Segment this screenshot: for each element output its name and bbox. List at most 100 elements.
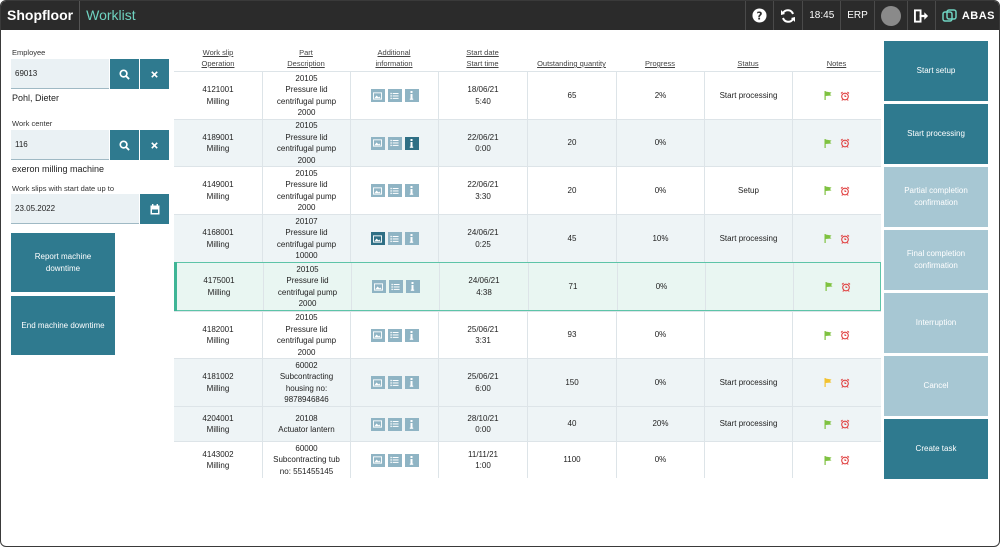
cell-status [704,312,792,358]
header-start[interactable]: Start date Start time [438,45,527,69]
part-description-line-1: Actuator lantern [278,425,335,434]
employee-search-button[interactable] [110,59,139,89]
employee-clear-button[interactable] [140,59,169,89]
header-progress[interactable]: Progress [616,45,704,69]
table-row[interactable]: 4143002 Milling 60000 Subcontracting tub no:… [174,441,881,478]
flag-icon[interactable] [824,234,832,243]
flag-icon[interactable] [824,186,832,195]
status-text: Start processing [719,377,778,387]
header-workslip[interactable]: Work slip Operation [174,45,262,69]
logout-button[interactable] [906,1,935,30]
info-button[interactable] [404,453,419,467]
flag-icon[interactable] [824,455,832,465]
list-button[interactable] [387,232,402,245]
workcenter-clear-button[interactable] [140,130,169,160]
alarm-clock-icon[interactable] [840,330,850,340]
image-icon [373,331,382,339]
start-processing-button[interactable]: Start processing [884,104,988,164]
cancel-button[interactable]: Cancel [884,356,988,416]
alarm-clock-icon[interactable] [840,378,850,388]
refresh-button[interactable] [773,1,802,30]
picture-button[interactable] [370,417,385,431]
table-row[interactable]: 4121001 Milling 20105 Pressure lid centrifug… [174,71,881,119]
alarm-clock-icon[interactable] [840,455,850,465]
info-button[interactable] [404,184,419,197]
picture-button[interactable] [370,89,385,102]
alarm-clock-icon[interactable] [840,419,850,429]
help-button[interactable]: ? [745,1,773,30]
list-button[interactable] [387,328,402,342]
list-button[interactable] [388,280,403,293]
picture-button[interactable] [370,184,385,197]
header-part[interactable]: Part Description [262,45,350,69]
table-row[interactable]: 4149001 Milling 20105 Pressure lid centrifug… [174,166,881,214]
flag-icon[interactable] [824,330,832,340]
list-button[interactable] [387,417,402,431]
alarm-clock-icon[interactable] [840,138,850,148]
flag-icon[interactable] [825,282,833,291]
part-description-line-3: 9878946846 [284,395,329,404]
list-button[interactable] [387,376,402,389]
info-button[interactable] [404,376,419,389]
list-button[interactable] [387,89,402,102]
end-machine-downtime-button[interactable]: End machine downtime [11,296,115,355]
header-status[interactable]: Status [704,45,792,69]
header-notes[interactable]: Notes [792,45,881,69]
flag-icon[interactable] [824,378,832,387]
create-task-button[interactable]: Create task [884,419,988,479]
table-row[interactable]: 4168001 Milling 20107 Pressure lid centrifug… [174,214,881,262]
table-row[interactable]: 4189001 Milling 20105 Pressure lid centrifug… [174,119,881,166]
cell-status: Start processing [704,215,792,262]
erp-label[interactable]: ERP [840,1,874,30]
picture-button[interactable] [370,328,385,342]
cell-additional-info [350,442,438,478]
table-row[interactable]: 4175001 Milling 20105 Pressure lid centrifug… [174,262,881,311]
report-machine-downtime-button[interactable]: Report machine downtime [11,233,115,292]
picture-button[interactable] [370,376,385,389]
picture-button[interactable] [370,232,385,245]
table-row[interactable]: 4182001 Milling 20105 Pressure lid centrifug… [174,311,881,358]
final-completion-button[interactable]: Final completion confirmation [884,230,988,290]
info-button[interactable] [404,417,419,431]
info-button[interactable] [404,232,419,245]
list-button[interactable] [387,136,402,150]
info-button[interactable] [404,89,419,102]
info-button[interactable] [404,328,419,342]
start-time: 1:00 [475,461,491,470]
table-row[interactable]: 4204001 Milling 20108 Actuator lantern 28/10… [174,406,881,441]
cell-part: 60000 Subcontracting tub no: 551455145 [262,442,350,478]
calendar-button[interactable] [140,194,169,224]
header-outstanding[interactable]: Outstanding quantity [527,45,616,69]
part-description-line-2: centrifugal pump [277,287,338,297]
info-icon [409,378,414,387]
flag-icon[interactable] [824,419,832,429]
info-button[interactable] [405,280,420,293]
start-setup-button[interactable]: Start setup [884,41,988,101]
alarm-clock-icon[interactable] [840,91,850,101]
alarm-clock-icon[interactable] [840,186,850,196]
picture-button[interactable] [370,453,385,467]
alarm-clock-icon[interactable] [840,234,850,244]
list-button[interactable] [387,453,402,467]
status-text: Start processing [719,233,778,243]
employee-input[interactable]: 69013 [11,59,109,89]
workcenter-input[interactable]: 116 [11,130,109,160]
date-filter-input[interactable]: 23.05.2022 [11,194,139,224]
flag-icon[interactable] [824,138,832,148]
image-icon [373,234,382,243]
picture-button[interactable] [371,280,386,293]
alarm-clock-icon[interactable] [841,282,851,292]
list-button[interactable] [387,184,402,197]
workcenter-search-button[interactable] [110,130,139,160]
part-number: 20105 [295,73,318,83]
table-row[interactable]: 4181002 Milling 60002 Subcontracting housing… [174,358,881,406]
user-avatar-button[interactable] [873,1,907,30]
header-additional[interactable]: Additional information [350,45,438,69]
cell-start: 25/06/21 3:31 [438,312,527,358]
cell-additional-info [350,167,438,214]
partial-completion-button[interactable]: Partial completion confirmation [884,167,988,227]
flag-icon[interactable] [824,91,832,100]
interruption-button[interactable]: Interruption [884,293,988,353]
picture-button[interactable] [370,136,385,150]
info-button[interactable] [404,136,419,150]
